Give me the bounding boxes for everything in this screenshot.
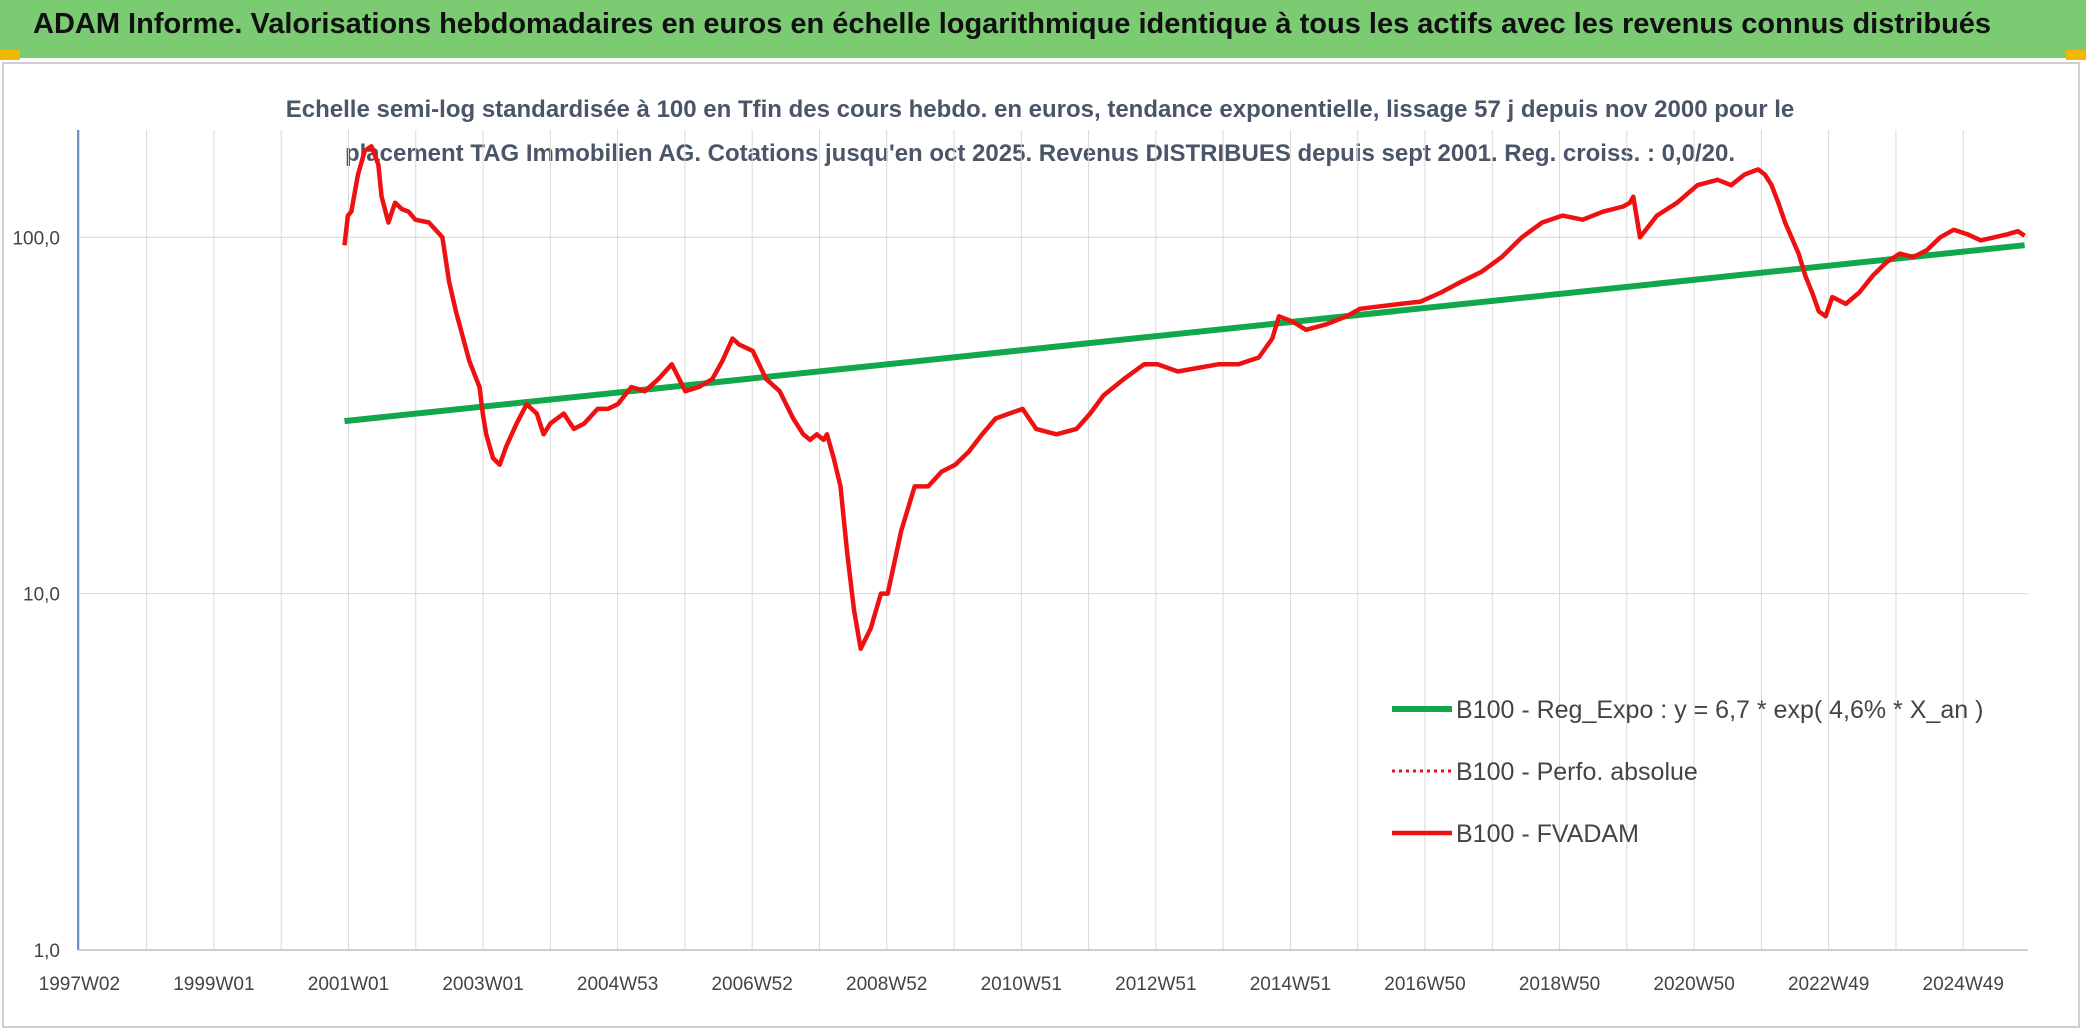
page-title: ADAM Informe. Valorisations hebdomadaire… bbox=[33, 8, 1992, 40]
x-tick-label: 2003W01 bbox=[442, 974, 523, 995]
x-axis: 1997W02 1999W01 2001W01 2003W01 2004W53 2006W… bbox=[39, 949, 2028, 995]
grid-lines bbox=[78, 130, 2028, 951]
y-axis: 1,0 10,0 100,0 bbox=[12, 130, 79, 962]
corner-marker-left bbox=[0, 50, 20, 60]
chart-title: Echelle semi-log standardisée à 100 en T… bbox=[285, 96, 1795, 167]
x-tick-label: 2012W51 bbox=[1115, 974, 1196, 995]
x-tick-label: 2022W49 bbox=[1788, 974, 1869, 995]
x-tick-label: 2008W52 bbox=[846, 974, 927, 995]
x-tick-label: 1997W02 bbox=[39, 974, 120, 995]
y-tick-label: 100,0 bbox=[12, 228, 60, 249]
x-tick-label: 1999W01 bbox=[173, 974, 254, 995]
x-tick-label: 2001W01 bbox=[308, 974, 389, 995]
title-banner: ADAM Informe. Valorisations hebdomadaire… bbox=[0, 0, 2086, 58]
x-tick-label: 2004W53 bbox=[577, 974, 658, 995]
legend-label: B100 - FVADAM bbox=[1456, 820, 1639, 848]
x-tick-label: 2014W51 bbox=[1250, 974, 1331, 995]
legend-label: B100 - Reg_Expo : y = 6,7 * exp( 4,6% * … bbox=[1456, 696, 1983, 724]
corner-marker-right bbox=[2066, 50, 2086, 60]
x-tick-label: 2010W51 bbox=[981, 974, 1062, 995]
x-tick-label: 2006W52 bbox=[711, 974, 792, 995]
y-tick-label: 10,0 bbox=[23, 585, 60, 606]
x-tick-label: 2020W50 bbox=[1653, 974, 1734, 995]
x-tick-label: 2018W50 bbox=[1519, 974, 1600, 995]
series-line-0 bbox=[344, 242, 2025, 425]
y-tick-label: 1,0 bbox=[34, 941, 60, 962]
legend: B100 - Reg_Expo : y = 6,7 * exp( 4,6% * … bbox=[1392, 696, 1983, 848]
legend-label: B100 - Perfo. absolue bbox=[1456, 758, 1698, 786]
series-line-2 bbox=[342, 144, 2026, 652]
x-tick-label: 2024W49 bbox=[1923, 974, 2004, 995]
x-tick-label: 2016W50 bbox=[1384, 974, 1465, 995]
series-layer bbox=[342, 144, 2026, 652]
